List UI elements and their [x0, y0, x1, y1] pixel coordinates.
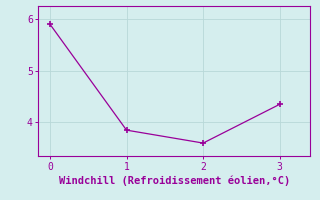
X-axis label: Windchill (Refroidissement éolien,°C): Windchill (Refroidissement éolien,°C): [59, 176, 290, 186]
